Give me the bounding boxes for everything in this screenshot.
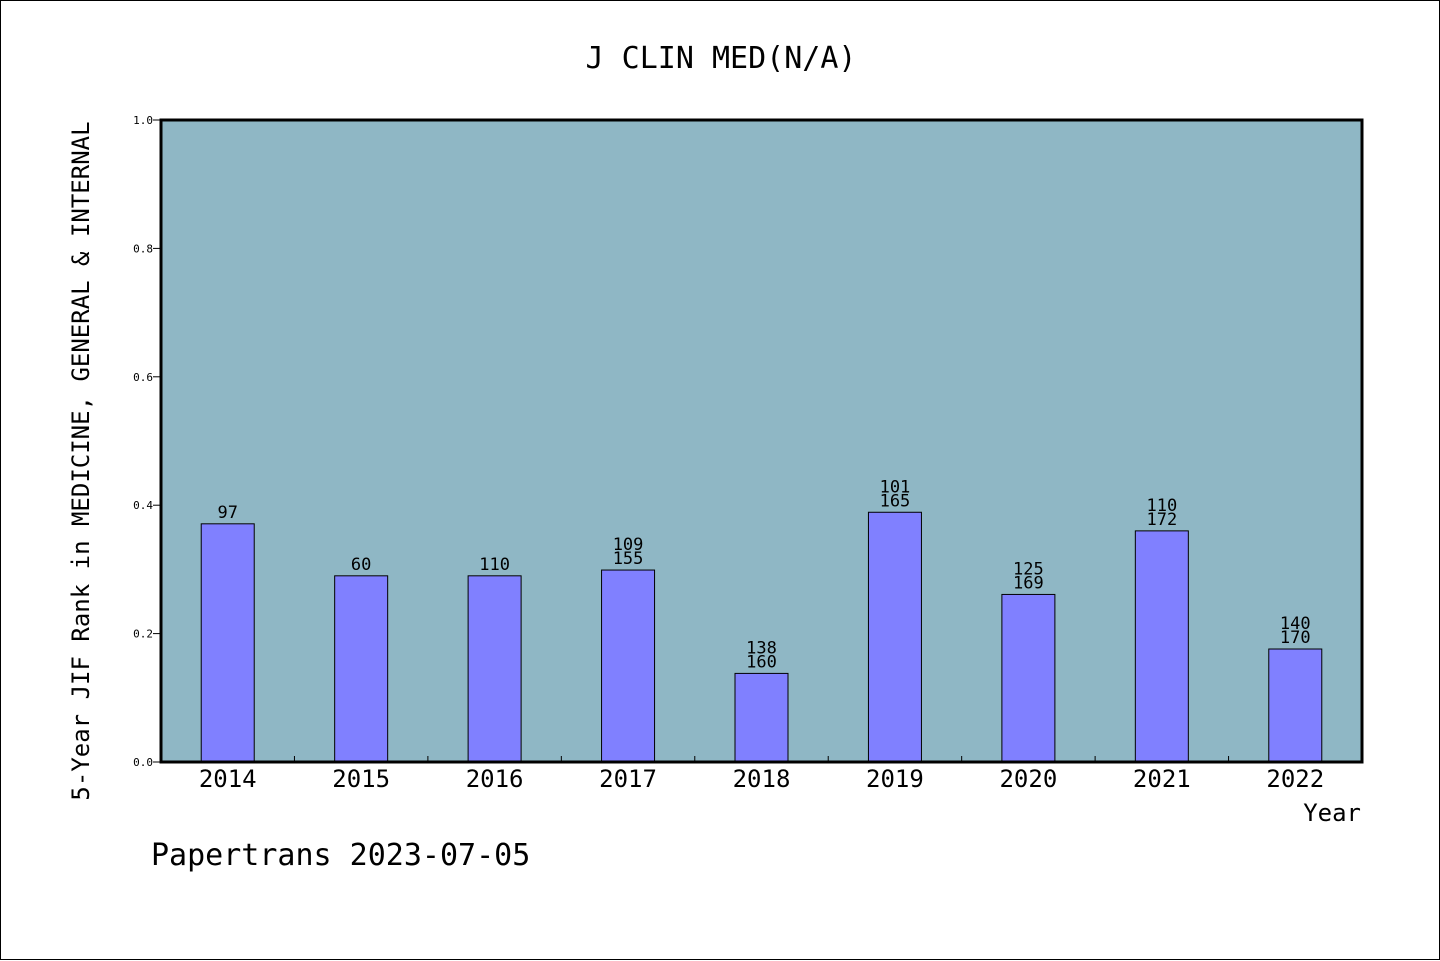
y-tick-label: 0.0 [133,756,153,769]
bar-data-label: 60 [351,555,371,575]
bar-data-label: 160 [746,652,777,672]
bar-data-label: 170 [1280,628,1311,648]
x-tick-label: 2016 [466,765,524,793]
bar-data-label: 172 [1146,510,1177,530]
bar-2016 [467,575,522,763]
y-tick-label: 0.4 [133,499,153,512]
bar-data-label: 155 [613,549,644,569]
x-axis-label: Year [1303,799,1361,827]
bar-2021 [1134,530,1189,763]
x-tick-label: 2021 [1133,765,1191,793]
y-tick-label: 0.2 [133,628,153,641]
bar-2018 [734,672,789,763]
bar-2020 [1001,593,1056,763]
bar-data-label: 138 [746,638,777,658]
x-tick-label: 2022 [1266,765,1324,793]
y-tick-label: 0.8 [133,242,153,255]
x-tick-label: 2015 [332,765,390,793]
bar-2014 [200,523,255,763]
y-tick-label: 1.0 [133,114,153,127]
chart-title: J CLIN MED(N/A) [586,41,857,76]
bar-data-label: 101 [880,477,911,497]
bar-2015 [334,575,389,763]
bar-data-label: 97 [217,503,237,523]
x-tick-label: 2017 [599,765,657,793]
bar-data-label: 109 [613,535,644,555]
bar-data-label: 165 [880,491,911,511]
y-tick-label: 0.6 [133,371,153,384]
x-tick-label: 2018 [733,765,791,793]
ticks-layer: 0.0 0.2 0.4 0.6 0.8 1.0 2014 2015 2016 2017 2018 20… [133,114,1324,793]
x-tick-label: 2019 [866,765,924,793]
bar-2022 [1268,648,1323,763]
bar-data-label: 110 [1146,496,1177,516]
bar-data-label: 110 [479,555,510,575]
plot-border [159,118,1364,764]
bar-data-label: 169 [1013,573,1044,593]
footer-text: Papertrans 2023-07-05 [151,838,530,873]
x-tick-label: 2020 [999,765,1057,793]
bar-data-label: 125 [1013,559,1044,579]
x-tick-label: 2014 [199,765,257,793]
bar-data-label: 140 [1280,614,1311,634]
bar-2017 [601,569,656,763]
bar-2019 [867,511,922,763]
y-axis-label: 5-Year JIF Rank in MEDICINE, GENERAL & I… [67,121,95,800]
